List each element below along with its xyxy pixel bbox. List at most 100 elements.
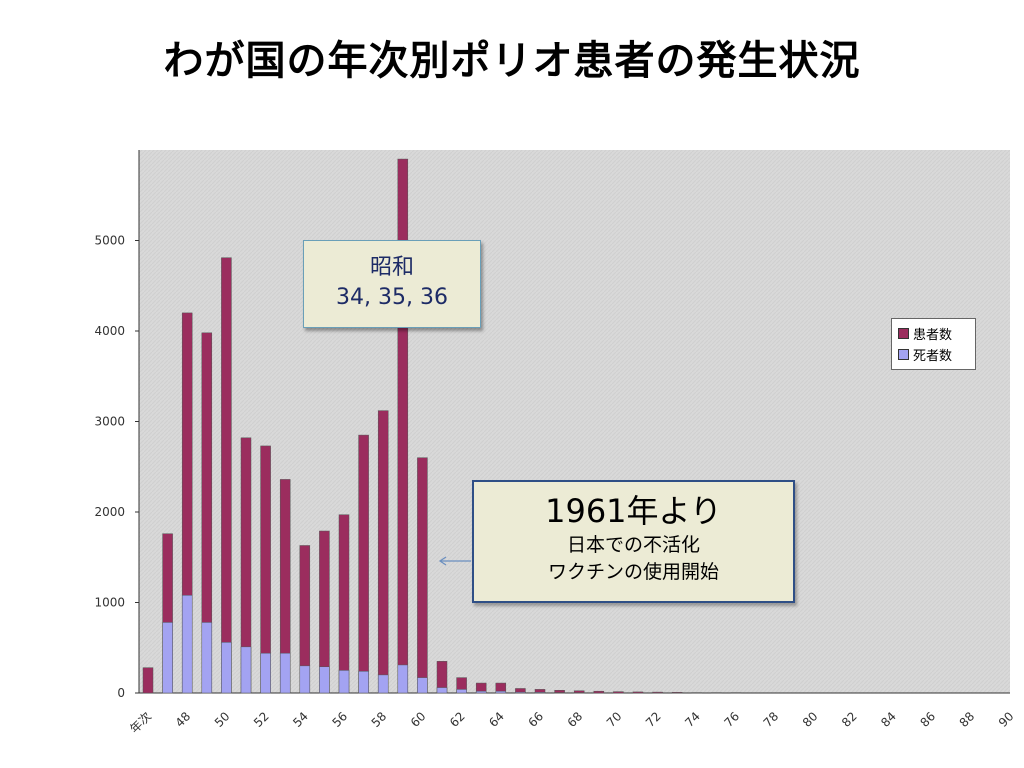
bar-group (456, 677, 467, 694)
x-tick-label: 70 (604, 709, 625, 730)
x-tick-label: 年次 (127, 709, 154, 736)
bar-group (417, 457, 428, 694)
bar-deaths (201, 622, 213, 694)
x-tick-label: 48 (173, 709, 194, 730)
legend-swatch-patients (898, 328, 909, 339)
x-tick-label: 60 (408, 709, 429, 730)
bar-group (260, 445, 271, 694)
bar-deaths (319, 666, 330, 694)
legend-label-deaths: 死者数 (913, 349, 953, 364)
x-tick-label: 82 (839, 709, 860, 730)
bar-deaths (260, 652, 271, 694)
bar-group (142, 667, 154, 694)
bar-deaths (221, 642, 232, 694)
bar-group (338, 514, 350, 694)
bar-group (593, 690, 605, 694)
bar-deaths (181, 595, 193, 694)
bar-deaths (534, 692, 546, 694)
x-tick-label: 64 (486, 709, 507, 730)
legend-item-patients: 患者数 (898, 323, 975, 344)
bar-deaths (436, 687, 448, 694)
bar-group (573, 690, 585, 694)
bar-group (201, 332, 213, 694)
x-tick-label: 78 (761, 709, 782, 730)
bar-group (436, 661, 448, 694)
bar-patients (652, 691, 663, 694)
bar-deaths (397, 664, 409, 694)
arrow-left-icon (438, 556, 471, 566)
bar-group (240, 437, 252, 694)
bar-patients (417, 457, 428, 694)
callout-headline: 1961年より (545, 492, 722, 530)
x-tick-label: 54 (290, 709, 311, 730)
bar-group (534, 689, 546, 694)
y-tick-label: 3000 (94, 415, 125, 429)
bar-deaths (515, 691, 526, 694)
bar-group (495, 682, 507, 694)
x-tick-label: 66 (525, 709, 546, 730)
bar-group (515, 688, 526, 694)
era-label: 昭和 (369, 255, 414, 280)
bar-deaths (495, 690, 507, 694)
y-tick-label: 2000 (94, 505, 125, 519)
slide-title: わが国の年次別ポリオ患者の発生状況 (163, 38, 861, 84)
bar-group (279, 479, 291, 694)
x-tick-label: 56 (329, 709, 350, 730)
bar-patients (358, 434, 369, 694)
bar-group (613, 691, 624, 694)
x-tick-label: 84 (878, 709, 899, 730)
y-tick-label: 0 (117, 686, 125, 700)
bar-group (162, 533, 173, 694)
x-tick-label: 62 (447, 709, 468, 730)
bar-deaths (279, 652, 291, 694)
bar-group (377, 410, 389, 694)
bar-group (397, 158, 409, 694)
legend-swatch-deaths (898, 349, 909, 360)
x-tick-label: 74 (682, 709, 703, 730)
legend-label-patients: 患者数 (913, 328, 953, 343)
bar-group (299, 545, 311, 694)
y-tick-label: 4000 (94, 324, 125, 338)
bar-deaths (338, 670, 350, 694)
x-tick-label: 72 (643, 709, 664, 730)
bar-deaths (417, 677, 428, 694)
bar-deaths (456, 689, 467, 694)
legend-item-deaths: 死者数 (898, 344, 975, 365)
bar-patients (338, 514, 350, 694)
x-tick-label: 58 (369, 709, 390, 730)
bar-patients (593, 690, 605, 694)
x-tick-label: 68 (565, 709, 586, 730)
bar-patients (142, 667, 154, 694)
bar-deaths (377, 674, 389, 694)
chart-legend: 患者数 死者数 (891, 318, 976, 370)
bar-group (358, 434, 369, 694)
x-tick-label: 80 (800, 709, 821, 730)
bar-group (554, 690, 565, 694)
vaccine-start-callout: 1961年より 日本での不活化 ワクチンの使用開始 (472, 480, 795, 603)
x-tick-label: 86 (917, 709, 938, 730)
x-tick-label: 50 (212, 709, 233, 730)
y-tick-label: 5000 (94, 234, 125, 248)
x-tick-label: 90 (996, 709, 1017, 730)
y-tick-label: 1000 (94, 596, 125, 610)
bar-patients (632, 691, 644, 694)
x-tick-label: 88 (957, 709, 978, 730)
bar-patients (671, 692, 683, 694)
bar-group (671, 692, 683, 694)
bar-group (221, 257, 232, 694)
bar-group (475, 682, 487, 694)
x-tick-label: 76 (721, 709, 742, 730)
showa-years-callout: 昭和 34, 35, 36 (303, 240, 481, 328)
callout-line2: ワクチンの使用開始 (547, 561, 719, 583)
bar-group (652, 691, 663, 694)
x-tick-label: 52 (251, 709, 272, 730)
bar-group (319, 530, 330, 694)
bar-group (181, 312, 193, 694)
bar-deaths (240, 646, 252, 694)
bar-patients (377, 410, 389, 694)
bar-deaths (162, 622, 173, 694)
bar-patients (613, 691, 624, 694)
bar-deaths (299, 665, 311, 694)
bar-group (632, 691, 644, 694)
